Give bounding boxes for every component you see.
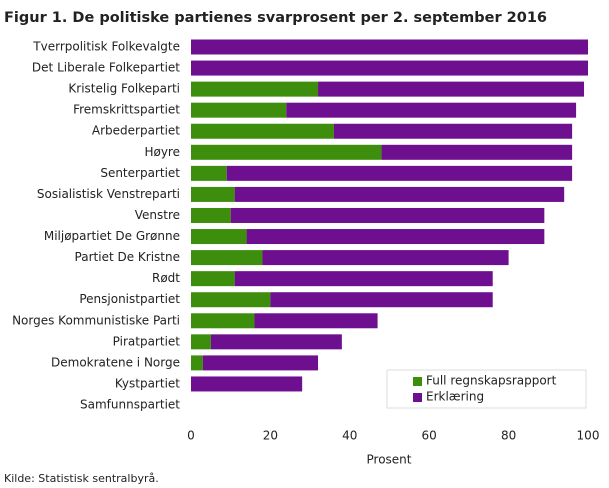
x-tick-label: 0 (187, 429, 195, 443)
bar-segment (254, 313, 378, 329)
bar-segment (210, 334, 342, 350)
x-tick-label: 60 (422, 429, 437, 443)
y-tick-label: Kystpartiet (115, 376, 180, 390)
y-tick-label: Det Liberale Folkepartiet (32, 61, 180, 75)
y-tick-label: Kristelig Folkeparti (68, 82, 180, 96)
bar-segment (191, 355, 203, 371)
x-tick-label: 100 (577, 429, 600, 443)
bar-segment (226, 165, 573, 181)
bar-segment (191, 334, 211, 350)
source: Kilde: Statistisk sentralbyrå. (4, 472, 159, 485)
bar-segment (191, 144, 382, 160)
bar-segment (318, 81, 585, 97)
bar-segment (191, 229, 247, 245)
bar-segment (262, 250, 509, 266)
legend-label: Erklæring (426, 390, 484, 404)
bar-segment (191, 81, 319, 97)
bar-segment (191, 292, 271, 308)
x-tick-label: 20 (263, 429, 278, 443)
legend-label: Full regnskapsrapport (426, 374, 557, 388)
bar-segment (234, 186, 565, 202)
bar-segment (191, 313, 255, 329)
y-tick-label: Sosialistisk Venstreparti (37, 187, 180, 201)
bar-segment (286, 102, 577, 118)
x-tick-label: 80 (501, 429, 516, 443)
y-tick-label: Fremskrittspartiet (73, 103, 180, 117)
y-tick-label: Miljøpartiet De Grønne (44, 229, 180, 243)
x-tick-label: 40 (342, 429, 357, 443)
bar-segment (191, 60, 588, 76)
bar-segment (246, 229, 545, 245)
y-tick-label: Piratpartiet (113, 334, 181, 348)
bar-segment (191, 271, 235, 287)
bar-segment (230, 207, 545, 223)
bar-segment (191, 250, 263, 266)
bar-segment (270, 292, 493, 308)
y-tick-label: Venstre (135, 208, 180, 222)
bar-segment (191, 123, 334, 139)
bar-segment (381, 144, 573, 160)
y-tick-label: Høyre (144, 145, 180, 159)
y-tick-label: Tverrpolitisk Folkevalgte (32, 40, 180, 54)
x-axis-label: Prosent (367, 453, 412, 467)
y-tick-label: Pensjonistpartiet (79, 292, 180, 306)
bar-segment (333, 123, 573, 139)
y-tick-label: Partiet De Kristne (75, 250, 180, 264)
y-tick-label: Samfunnspartiet (80, 398, 180, 412)
y-tick-label: Arbederpartiet (92, 124, 180, 138)
bar-segment (191, 376, 303, 392)
bar-segment (191, 165, 227, 181)
legend-swatch (413, 393, 422, 402)
y-tick-label: Rødt (152, 271, 180, 285)
y-tick-label: Senterpartiet (100, 166, 180, 180)
bar-segment (191, 102, 287, 118)
legend-swatch (413, 377, 422, 386)
bar-segment (191, 207, 231, 223)
y-tick-label: Norges Kommunistiske Parti (12, 313, 180, 327)
bar-segment (191, 39, 588, 55)
bar-segment (234, 271, 493, 287)
bar-segment (191, 186, 235, 202)
bar-segment (202, 355, 319, 371)
chart-title: Figur 1. De politiske partienes svarpros… (4, 10, 547, 26)
y-tick-label: Demokratene i Norge (51, 355, 180, 369)
